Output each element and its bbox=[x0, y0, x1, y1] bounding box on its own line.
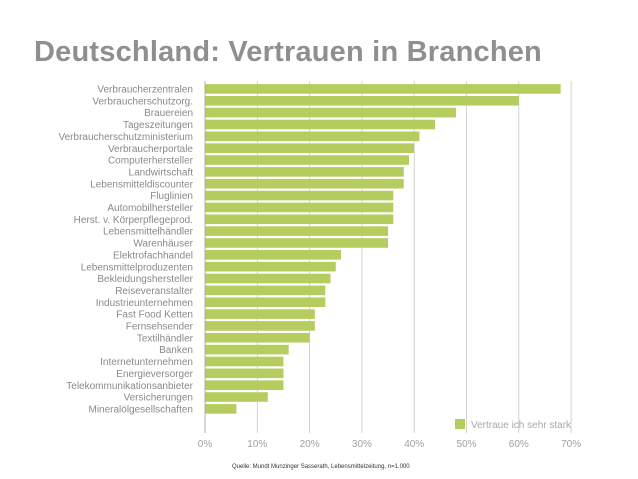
category-label: Automobilhersteller bbox=[107, 203, 193, 214]
bars bbox=[205, 84, 561, 414]
x-tick-labels: 0% 10% 20% 30% 40% 50% 60% 70% bbox=[198, 439, 581, 450]
category-label: Tageszeitungen bbox=[123, 120, 193, 131]
category-label: Industrieunternehmen bbox=[96, 298, 193, 309]
legend: Vertraue ich sehr stark bbox=[455, 419, 572, 431]
category-label: Landwirtschaft bbox=[129, 167, 194, 178]
bar bbox=[205, 309, 315, 319]
chart-title: Deutschland: Vertrauen in Branchen bbox=[34, 36, 542, 68]
bar bbox=[205, 321, 315, 331]
bar bbox=[205, 238, 389, 248]
category-label: Lebensmitteldiscounter bbox=[90, 179, 194, 190]
bar bbox=[205, 332, 310, 343]
category-label: Energieversorger bbox=[116, 369, 193, 380]
bar bbox=[205, 155, 409, 165]
bar bbox=[205, 356, 284, 367]
category-label: Versicherungen bbox=[124, 393, 194, 404]
x-tick-label: 40% bbox=[404, 439, 424, 450]
bar bbox=[205, 392, 268, 402]
x-tick-label: 20% bbox=[300, 439, 320, 450]
bar bbox=[205, 190, 394, 201]
bar bbox=[205, 226, 389, 236]
bar bbox=[205, 297, 326, 308]
category-label: Reiseveranstalter bbox=[115, 286, 193, 297]
bar bbox=[205, 84, 561, 94]
category-label: Mineralölgesellschaften bbox=[88, 404, 193, 415]
x-tick-label: 50% bbox=[456, 439, 476, 450]
bar bbox=[205, 368, 284, 379]
x-tick-label: 0% bbox=[198, 439, 213, 450]
category-label: Internetunternehmen bbox=[100, 357, 193, 368]
bar bbox=[205, 107, 457, 118]
legend-swatch bbox=[455, 419, 465, 429]
bar bbox=[205, 95, 519, 106]
category-label: Herst. v. Körperpflegeprod. bbox=[74, 215, 193, 226]
bar bbox=[205, 143, 415, 153]
category-labels: VerbraucherzentralenVerbraucherschutzorg… bbox=[59, 85, 194, 416]
category-label: Lebensmittelhändler bbox=[103, 227, 194, 238]
x-tick-label: 60% bbox=[509, 439, 529, 450]
category-label: Verbraucherzentralen bbox=[97, 85, 193, 96]
bar bbox=[205, 178, 404, 189]
bar bbox=[205, 285, 326, 296]
category-label: Fernsehsender bbox=[126, 322, 194, 333]
bar bbox=[205, 261, 336, 272]
category-label: Fluglinien bbox=[150, 191, 193, 202]
category-label: Banken bbox=[159, 345, 193, 356]
bar bbox=[205, 404, 237, 414]
category-label: Verbraucherportale bbox=[108, 144, 193, 155]
category-label: Fast Food Ketten bbox=[116, 310, 193, 321]
bar bbox=[205, 202, 394, 213]
category-label: Verbraucherschutzorg. bbox=[92, 96, 193, 107]
legend-label: Vertraue ich sehr stark bbox=[471, 420, 572, 431]
bar bbox=[205, 131, 420, 142]
category-label: Textilhändler bbox=[137, 333, 194, 344]
bar bbox=[205, 273, 331, 284]
x-tick-label: 70% bbox=[561, 439, 581, 450]
category-label: Bekleidungshersteller bbox=[97, 274, 193, 285]
bar bbox=[205, 380, 284, 390]
category-label: Telekommunikationsanbieter bbox=[66, 381, 193, 392]
bar bbox=[205, 119, 436, 130]
bar bbox=[205, 167, 404, 177]
category-label: Verbraucherschutzministerium bbox=[59, 132, 194, 143]
x-tick-label: 30% bbox=[352, 439, 372, 450]
bar bbox=[205, 250, 341, 260]
source-note: Quelle: Mundt Munzinger Sasserath, Leben… bbox=[232, 464, 410, 470]
bar bbox=[205, 214, 394, 225]
x-tick-label: 10% bbox=[247, 439, 267, 450]
bar bbox=[205, 344, 289, 355]
category-label: Elektrofachhandel bbox=[113, 250, 193, 261]
category-label: Lebensmittelproduzenten bbox=[81, 262, 193, 273]
category-label: Warenhäuser bbox=[133, 239, 193, 250]
category-label: Brauereien bbox=[144, 108, 193, 119]
category-label: Computerhersteller bbox=[108, 156, 194, 167]
